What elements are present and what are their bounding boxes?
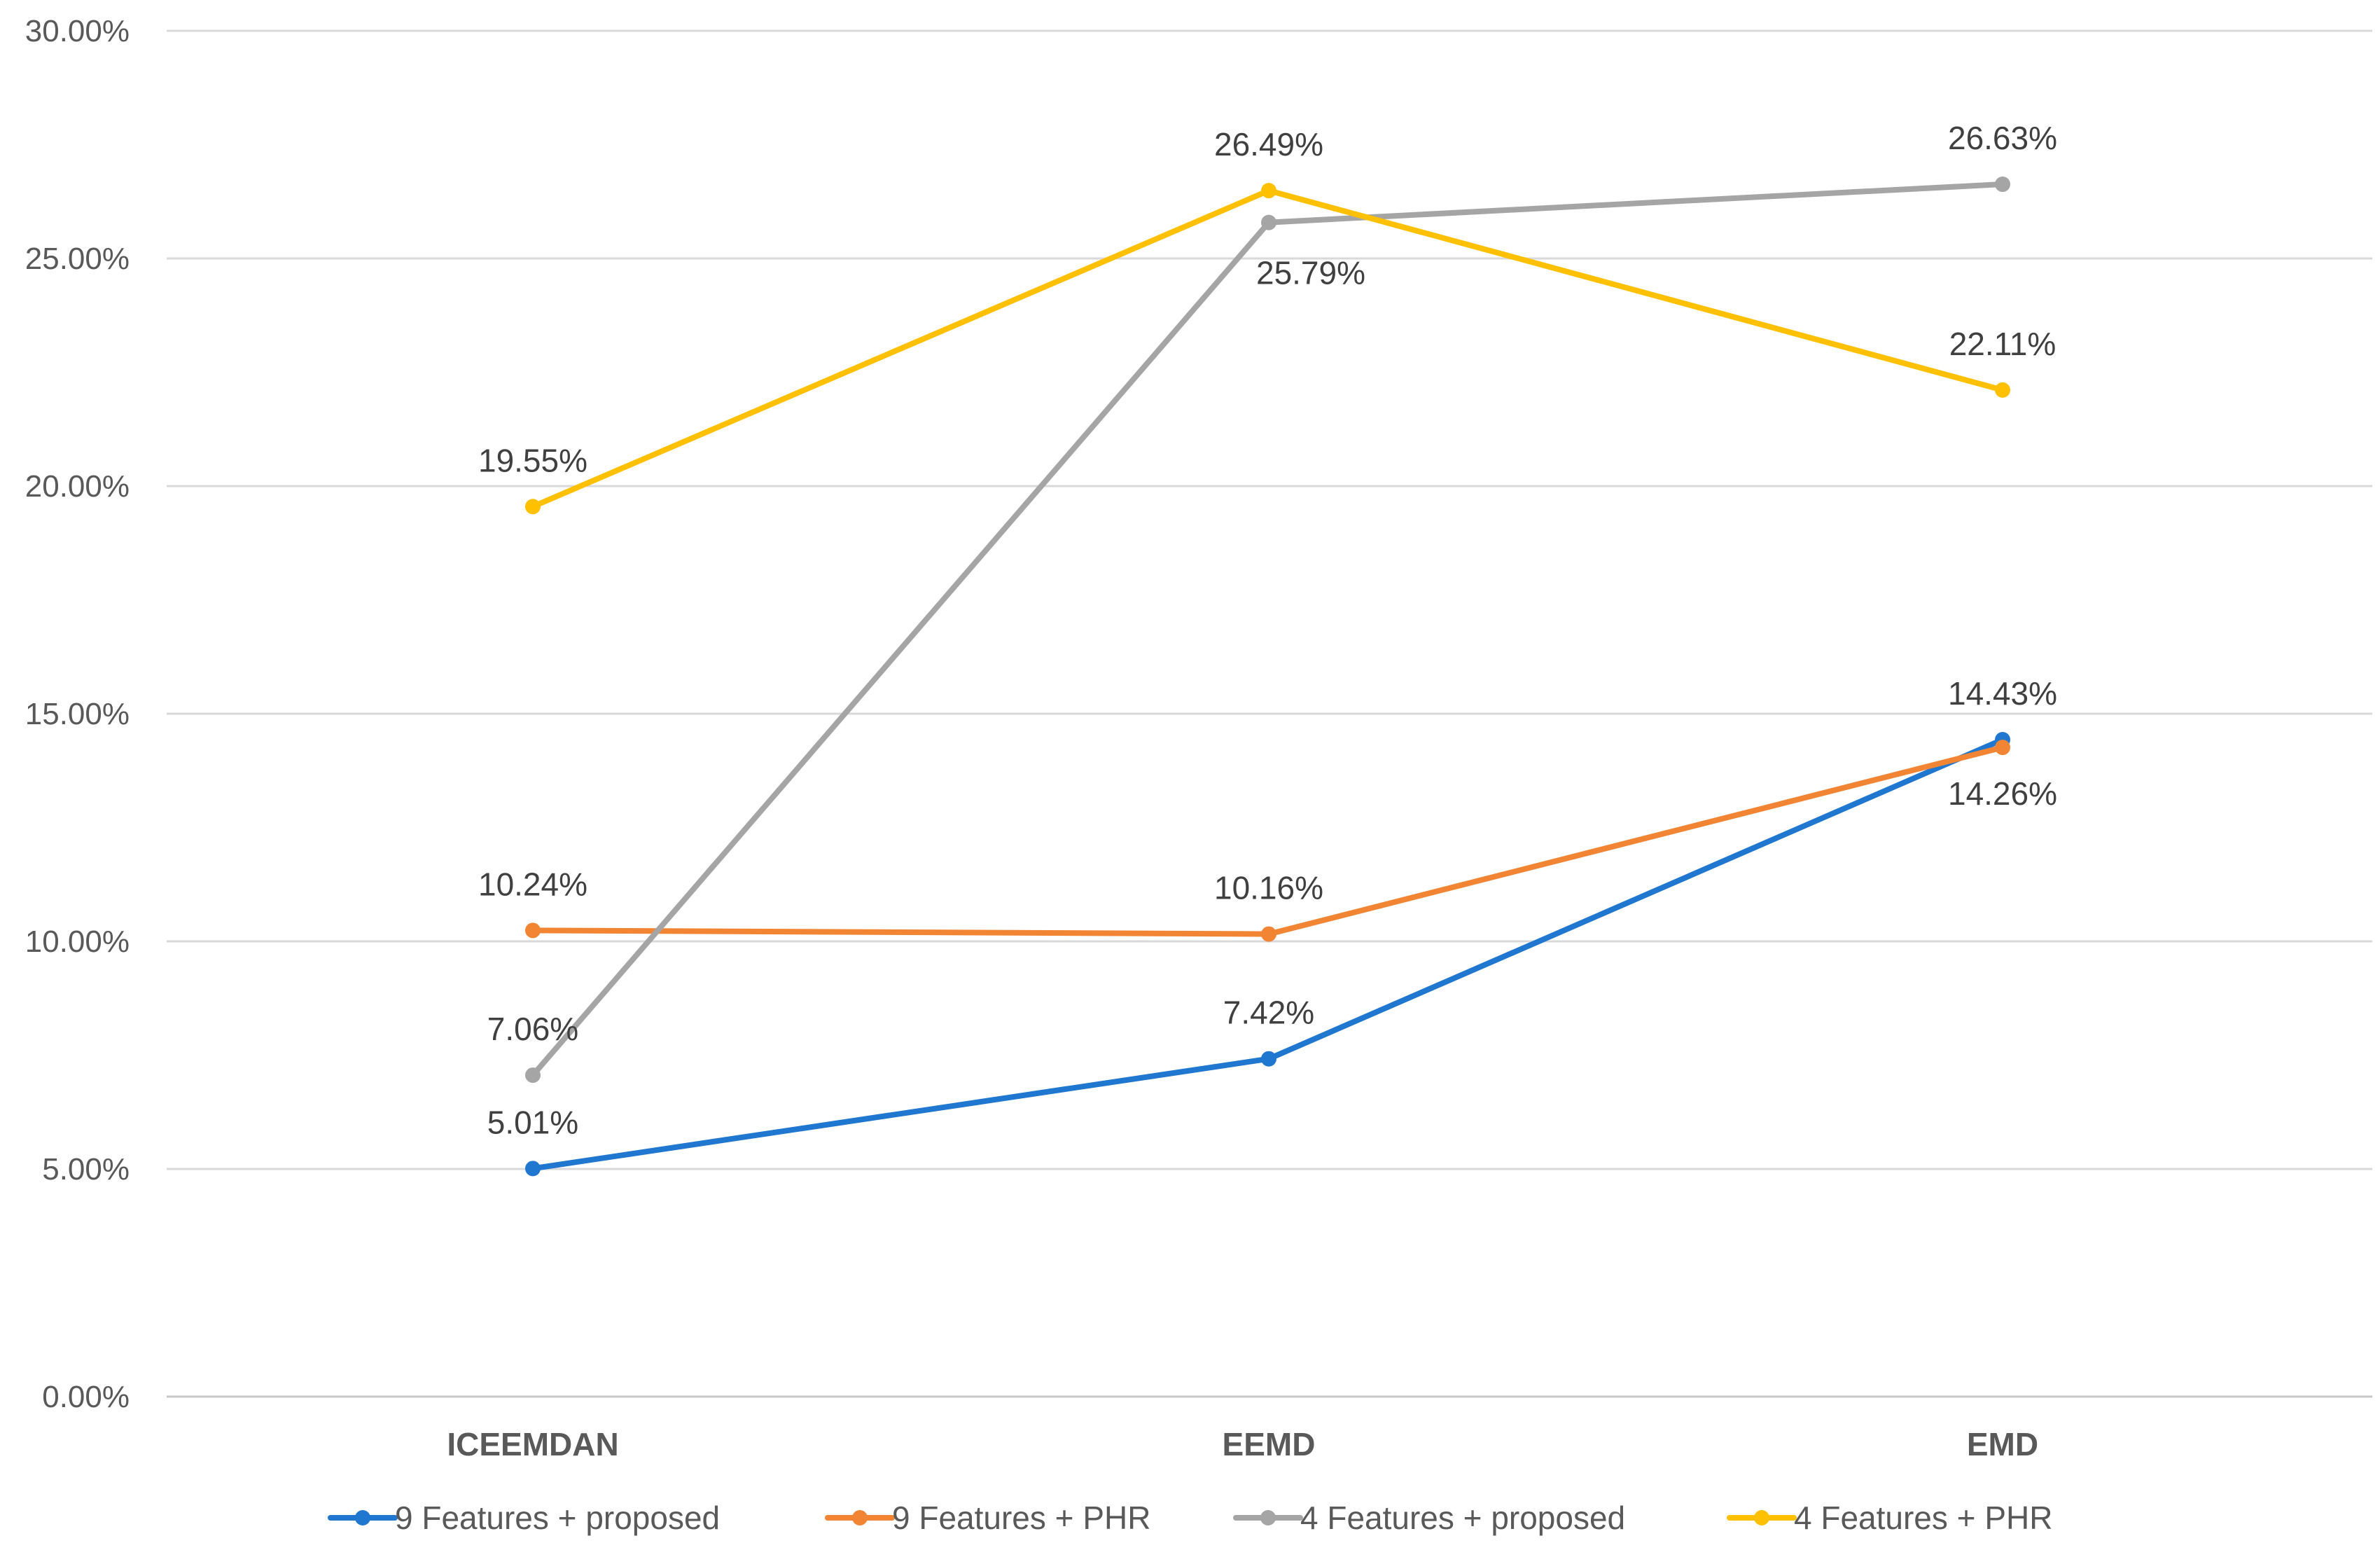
- series-markers: [525, 177, 2010, 1177]
- data-label: 19.55%: [478, 442, 587, 478]
- series-line: [530, 745, 2005, 937]
- data-point: [1995, 740, 2010, 756]
- y-axis-tick-labels: 0.00% 5.00% 10.00% 15.00% 20.00% 25.00% 30.00%: [25, 14, 130, 1414]
- data-label: 10.24%: [478, 866, 587, 902]
- data-point: [1261, 214, 1276, 230]
- legend-marker: [355, 1510, 370, 1525]
- data-label: 26.49%: [1214, 126, 1323, 162]
- x-category-label: EMD: [1967, 1426, 2038, 1462]
- y-tick-label: 10.00%: [25, 925, 130, 959]
- y-tick-label: 25.00%: [25, 242, 130, 276]
- legend-label: 9 Features + PHR: [892, 1500, 1150, 1536]
- data-point: [1261, 926, 1276, 942]
- legend-label: 9 Features + proposed: [395, 1500, 720, 1536]
- legend-marker: [1260, 1510, 1276, 1525]
- series-line: [530, 188, 2005, 510]
- y-tick-label: 30.00%: [25, 14, 130, 48]
- legend-marker: [852, 1510, 868, 1525]
- legend: 9 Features + proposed 9 Features + PHR 4 F…: [328, 1500, 2052, 1536]
- x-axis-category-labels: ICEEMDAN EEMD EMD: [447, 1426, 2038, 1462]
- data-label: 10.16%: [1214, 870, 1323, 906]
- data-point: [1995, 177, 2010, 193]
- data-label: 14.43%: [1948, 675, 2057, 712]
- y-tick-label: 0.00%: [42, 1380, 130, 1414]
- data-label: 22.11%: [1949, 326, 2057, 362]
- y-tick-label: 15.00%: [25, 697, 130, 731]
- x-category-label: EEMD: [1223, 1426, 1316, 1462]
- y-tick-label: 5.00%: [42, 1152, 130, 1186]
- data-point: [1261, 1051, 1276, 1067]
- data-point: [1261, 183, 1276, 199]
- data-label: 7.42%: [1223, 995, 1314, 1031]
- data-point: [1995, 382, 2010, 398]
- y-tick-label: 20.00%: [25, 469, 130, 504]
- data-label: 7.06%: [487, 1011, 578, 1047]
- gridlines: [167, 29, 2372, 1398]
- data-label: 14.26%: [1948, 775, 2057, 812]
- legend-label: 4 Features + PHR: [1794, 1500, 2052, 1536]
- data-label: 26.63%: [1948, 120, 2057, 156]
- data-point: [525, 1067, 541, 1084]
- x-category-label: ICEEMDAN: [447, 1426, 618, 1462]
- data-point: [525, 1161, 541, 1177]
- data-point: [525, 922, 541, 939]
- legend-marker: [1754, 1510, 1769, 1525]
- data-label: 5.01%: [487, 1104, 578, 1140]
- data-point: [525, 499, 541, 515]
- data-label: 25.79%: [1256, 255, 1365, 291]
- data-labels: 5.01% 7.42% 14.43% 10.24% 10.16% 14.26% 7.06% 2…: [478, 120, 2057, 1140]
- legend-label: 4 Features + proposed: [1300, 1500, 1625, 1536]
